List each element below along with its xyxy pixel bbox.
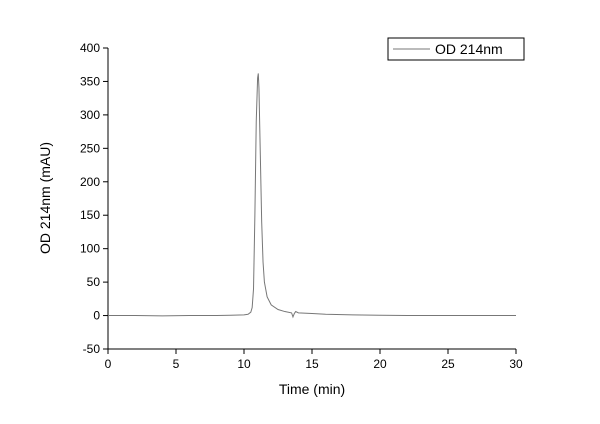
legend-label: OD 214nm <box>435 41 503 57</box>
y-tick-label: 200 <box>80 175 100 189</box>
x-tick-label: 20 <box>373 357 387 371</box>
y-tick-label: 100 <box>80 242 100 256</box>
y-tick-label: 0 <box>93 309 100 323</box>
y-tick-label: 300 <box>80 108 100 122</box>
x-tick-label: 10 <box>237 357 251 371</box>
x-tick-label: 0 <box>105 357 112 371</box>
y-tick-label: 50 <box>87 275 101 289</box>
x-tick-label: 15 <box>305 357 319 371</box>
y-tick-label: -50 <box>83 342 101 356</box>
y-tick-label: 400 <box>80 41 100 55</box>
data-line <box>108 73 516 319</box>
x-axis-label: Time (min) <box>279 381 345 397</box>
x-tick-label: 5 <box>173 357 180 371</box>
y-tick-label: 250 <box>80 141 100 155</box>
y-axis-label: OD 214nm (mAU) <box>37 142 53 254</box>
x-tick-label: 30 <box>509 357 523 371</box>
y-tick-label: 150 <box>80 208 100 222</box>
y-tick-label: 350 <box>80 74 100 88</box>
x-tick-label: 25 <box>441 357 455 371</box>
legend-box <box>387 37 525 61</box>
